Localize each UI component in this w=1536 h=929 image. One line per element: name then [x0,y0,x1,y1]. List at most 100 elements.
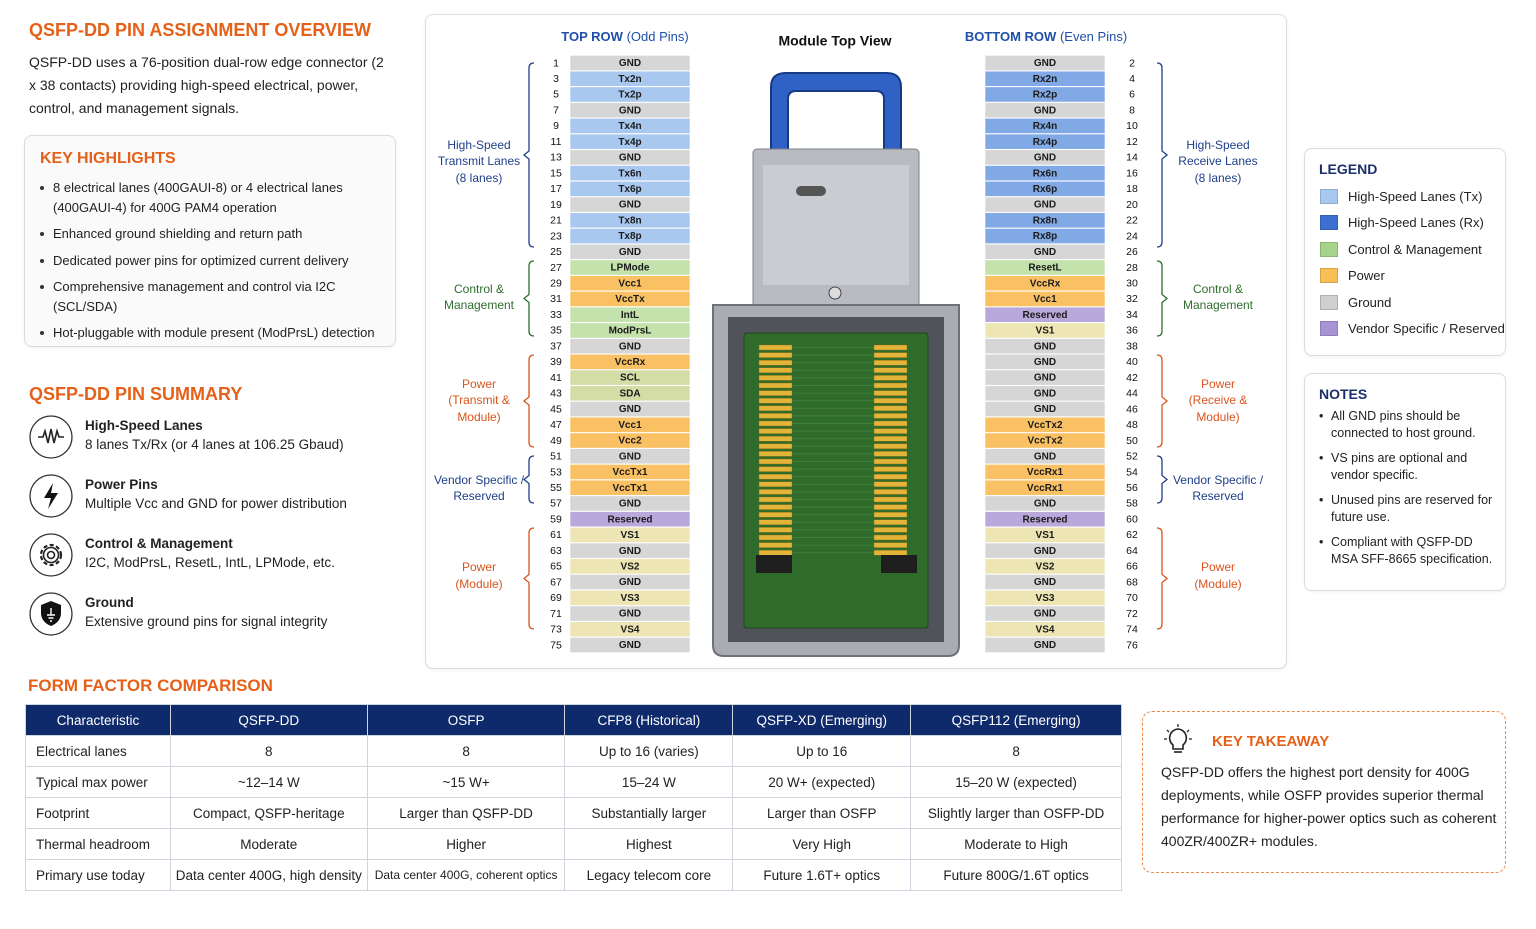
pin-name: GND [1034,105,1056,116]
pin-number: 70 [1126,592,1138,604]
table-header-row: Characteristic QSFP-DD OSFP CFP8 (Historica… [25,704,1122,736]
group-label-line: Control & [1193,282,1243,296]
pin-number: 76 [1126,639,1138,651]
pin-number: 29 [550,278,562,290]
table-cell: Larger than QSFP-DD [366,797,566,829]
group-label-line: Reserved [1192,489,1243,503]
pin-name: VS4 [621,624,640,635]
table-cell: 8 [366,735,566,767]
pin-name: IntL [621,310,639,321]
group-label-line: Vendor Specific / [434,473,525,487]
pin-name: VccTx2 [1027,420,1062,431]
pin-name: GND [1034,58,1056,69]
top-row-label: TOP ROW [561,29,623,44]
pin-name: GND [1034,247,1056,258]
table-cell: 15–20 W (expected) [910,766,1122,798]
contact [758,428,793,434]
pin-number: 37 [550,340,562,352]
table-cell: 15–24 W [564,766,734,798]
pin-name: GND [1034,577,1056,588]
pin-number: 4 [1129,73,1135,85]
highlights-card: KEY HIGHLIGHTS 8 electrical lanes (400GA… [24,135,396,347]
pin-cell [569,448,691,465]
pin-name: VS3 [1036,593,1055,604]
pin-name: SDA [619,388,640,399]
group-label-line: High-Speed [447,138,510,152]
contact [873,360,908,366]
pin-number: 13 [550,152,562,164]
pin-cell [569,118,691,134]
module-slot [796,186,826,196]
contact [758,489,793,495]
pin-name: VccTx1 [612,483,647,494]
pin-name: GND [619,247,641,258]
contact [873,496,908,503]
pin-number: 75 [550,639,562,651]
pin-cell [569,558,691,575]
contact [758,352,793,358]
pin-name: ResetL [1028,263,1061,274]
table-row: Typical max power ~12–14 W ~15 W+ 15–24 W 20… [25,766,1122,798]
pin-cell [569,637,691,653]
pin-cell [984,495,1106,512]
pin-cell [569,542,691,559]
module-drawing [712,72,960,657]
table-cell: Primary use today [25,859,171,891]
contact [758,451,793,457]
pin-cell [569,322,691,339]
table-header: QSFP-DD [169,704,368,736]
pin-name: VS2 [1036,562,1055,573]
pin-cell [984,526,1106,543]
pin-cell [984,259,1106,276]
pin-name: Vcc1 [618,278,642,289]
highlight-item: Comprehensive management and control via… [39,277,389,316]
contact [873,451,908,457]
table-cell: Legacy telecom core [564,859,734,891]
contact [873,352,908,358]
pin-number: 22 [1126,215,1138,227]
pin-cell [569,291,691,307]
pin-cell [984,558,1106,575]
summary-title: QSFP-DD PIN SUMMARY [29,384,243,404]
pin-cell [984,306,1106,323]
pin-name: GND [1034,373,1056,384]
pin-number: 15 [550,167,562,179]
pin-name: GND [1034,357,1056,368]
pin-number: 73 [550,624,562,636]
pin-number: 53 [550,466,562,478]
pin-cell [984,479,1106,496]
contact [873,512,908,518]
pin-name: VccTx1 [612,467,647,478]
contact [873,420,908,427]
group-label-line: Transmit Lanes [438,154,520,168]
pin-number: 36 [1126,325,1138,337]
pin-number: 54 [1126,466,1138,478]
legend-swatch [1320,268,1338,284]
pin-cell [984,542,1106,559]
pin-number: 74 [1126,624,1138,636]
pin-cell [569,416,691,433]
group-label: Vendor Specific / Reserved [1173,473,1264,503]
pin-cell [569,353,691,370]
table-cell: Moderate to High [910,828,1122,860]
pin-number: 6 [1129,89,1135,101]
connector-block [881,555,917,573]
pin-cell [984,133,1106,150]
group-brace [522,62,535,248]
contact [873,504,908,510]
pin-number: 49 [550,435,562,447]
pin-name: Tx6p [618,184,641,195]
note-item: VS pins are optional and vendor specific… [1319,450,1497,484]
pin-cell [984,212,1106,229]
table-cell: 8 [169,735,368,767]
table-cell: 20 W+ (expected) [732,766,912,798]
contact [873,527,908,533]
pin-cell [569,511,691,528]
table-cell: Data center 400G, high density [169,859,368,891]
note-item: Compliant with QSFP-DD MSA SFF-8665 spec… [1319,534,1497,568]
takeaway-text: QSFP-DD offers the highest port density … [1161,764,1497,849]
legend-list: High-Speed Lanes (Tx) High-Speed Lanes (R… [1320,183,1505,342]
pin-cell [984,464,1106,480]
group-label-line: (Transmit & [448,393,510,407]
legend-label: Power [1348,268,1385,284]
